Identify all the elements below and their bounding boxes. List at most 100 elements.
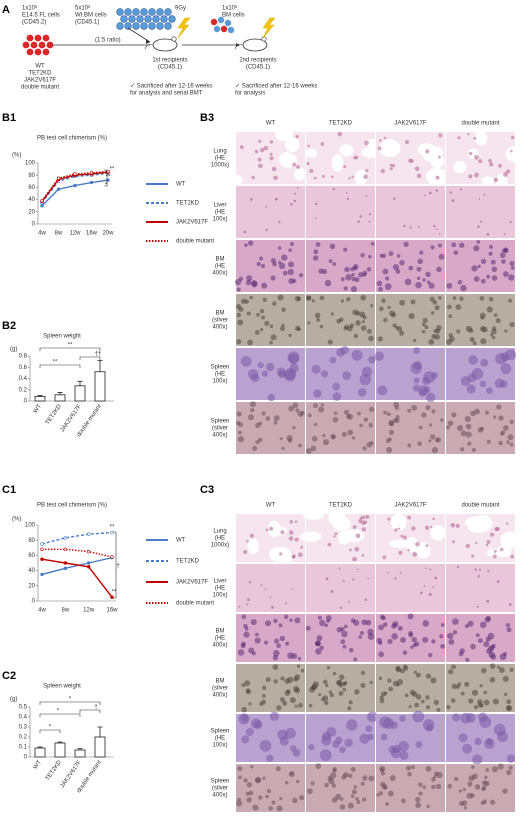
tissue-cell [240,355,252,367]
tissue-cell [286,689,291,694]
tissue-cell [284,727,296,739]
tissue-cell [357,568,359,571]
tissue-cell [313,249,319,255]
tissue-cell [369,680,373,685]
tissue-cell [509,442,514,447]
tissue-cell [360,294,367,301]
tissue-space [430,153,445,169]
significance: ** [68,343,73,349]
donor-cell [42,48,50,56]
label-line: JAK2V617F [24,78,56,84]
tissue-cell [345,274,352,281]
tissue-cell [240,298,247,304]
tissue-cell [451,540,455,544]
tissue-cell [250,198,253,201]
tissue-cell [499,380,508,388]
tissue-cell [504,692,508,697]
tissue-cell [359,516,363,520]
tissue-cell [502,675,509,682]
point [56,176,61,180]
tissue-cell [467,132,470,136]
tissue-cell [474,172,479,178]
tissue-cell [386,446,393,453]
tissue-cell [391,623,397,629]
tissue-cell [332,382,341,391]
tissue-cell [363,174,368,180]
tissue-cell [380,771,386,776]
tissue-cell [338,674,345,680]
tissue-cell [413,338,417,343]
tissue-cell [405,139,410,144]
tissue-cell [471,447,476,453]
tissue-cell [478,574,480,577]
tissue-cell [477,699,483,705]
tissue-cell [353,785,358,789]
tissue-cell [425,567,428,570]
row-label: BM [216,679,225,685]
tissue-cell [277,246,282,250]
tissue-cell [452,296,457,300]
error-bar [97,726,103,737]
tissue-cell [480,358,489,367]
label-line: WT [35,64,45,70]
irradiation: 9Gy [175,6,186,12]
tissue-cell [498,163,502,168]
legend-label: double mutant [176,601,214,607]
tissue-cell [238,605,241,608]
tissue-cell [272,649,280,657]
tissue-cell [284,678,291,685]
tissue-cell [315,763,322,770]
error-bar [77,748,83,750]
tissue-cell [288,261,295,268]
tissue-cell [483,193,486,196]
tissue-cell [431,639,436,644]
tissue-cell [425,271,431,278]
x-tick-label: 12w [83,608,95,614]
tissue-cell [413,377,420,384]
tissue-cell [460,430,467,437]
panel-label: C1 [2,484,16,496]
tissue-cell [338,567,341,570]
tissue-cell [258,421,263,426]
row-label: Spleen [211,419,230,425]
tissue-cell [359,215,363,218]
tissue-space [390,513,407,532]
x-tick-label: 12w [69,231,81,237]
histology-image [236,186,305,238]
tissue-cell [474,784,481,790]
tissue-cell [411,405,418,411]
tissue-cell [281,323,285,327]
tissue-cell [313,176,317,180]
tissue-cell [265,528,269,532]
tissue-cell [267,393,276,402]
tissue-cell [269,711,280,721]
row-label: Lung [213,529,226,535]
tissue-cell [508,298,513,303]
tissue-cell [399,572,402,574]
tissue-cell [483,699,490,706]
tissue-cell [276,705,282,711]
tissue-cell [293,676,299,682]
legend-label: WT [176,182,186,188]
tissue-cell [433,329,438,333]
tissue-cell [360,670,365,675]
tissue-cell [248,240,254,246]
tissue-cell [440,418,444,422]
tissue-cell [453,250,459,255]
tissue-cell [494,527,499,532]
tissue-cell [488,251,493,256]
tissue-cell [249,295,253,300]
tissue-space [378,139,401,158]
tissue-cell [367,733,374,741]
tissue-cell [368,775,375,782]
tissue-cell [256,312,260,317]
tissue-cell [270,334,277,341]
tissue-space [275,128,294,142]
tissue-cell [413,347,421,354]
tissue-cell [295,134,299,139]
tissue-cell [378,640,383,646]
label-line: 2nd recipients [239,58,276,64]
tissue-space [474,131,488,146]
mouse-ear [171,36,177,42]
label-line: (CD45.1) [246,65,270,71]
